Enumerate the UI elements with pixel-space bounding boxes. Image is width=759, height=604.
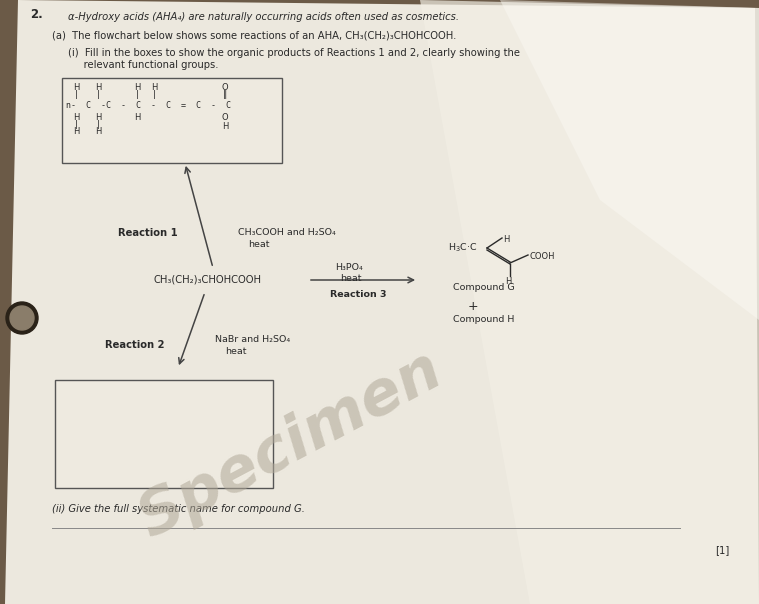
Text: Specimen: Specimen [128,340,452,550]
Text: |: | [96,120,99,129]
Text: heat: heat [225,347,247,356]
Text: |: | [136,90,138,99]
Text: H: H [73,113,79,122]
Text: H: H [95,113,101,122]
Text: O: O [222,113,228,122]
Text: CH₃COOH and H₂SO₄: CH₃COOH and H₂SO₄ [238,228,335,237]
Text: H: H [73,83,79,92]
Text: H: H [505,277,512,286]
Text: [1]: [1] [715,545,729,555]
Text: Reaction 2: Reaction 2 [105,340,165,350]
Text: H: H [134,83,140,92]
Circle shape [6,302,38,334]
Text: +: + [468,300,479,313]
Text: |: | [74,120,77,129]
Text: NaBr and H₂SO₄: NaBr and H₂SO₄ [215,335,290,344]
Text: H: H [73,127,79,136]
Text: 2.: 2. [30,8,43,21]
Text: H$_3$C·C: H$_3$C·C [448,242,477,254]
Text: |: | [96,90,99,99]
Text: heat: heat [340,274,361,283]
Text: COOH: COOH [529,252,555,261]
Text: H: H [95,83,101,92]
Text: (i)  Fill in the boxes to show the organic products of Reactions 1 and 2, clearl: (i) Fill in the boxes to show the organi… [68,48,520,58]
Text: relevant functional groups.: relevant functional groups. [68,60,219,70]
Text: O: O [222,83,228,92]
Polygon shape [5,0,759,604]
Bar [62,78,282,163]
Text: (a)  The flowchart below shows some reactions of an AHA, CH₃(CH₂)₃CHOHCOOH.: (a) The flowchart below shows some react… [52,30,456,40]
Text: Reaction 1: Reaction 1 [118,228,178,238]
Text: H₃PO₄: H₃PO₄ [335,263,363,272]
Polygon shape [420,0,759,604]
Text: Compound H: Compound H [453,315,515,324]
Text: |: | [74,90,77,99]
Bar [55,380,273,488]
Text: H: H [503,235,509,244]
Text: heat: heat [248,240,269,249]
Text: H: H [134,113,140,122]
Text: n-  C  -C  -  C  -  C  =  C  -  C: n- C -C - C - C = C - C [66,101,231,110]
Polygon shape [500,0,759,320]
Text: H: H [95,127,101,136]
Circle shape [10,306,34,330]
Text: H: H [151,83,157,92]
Text: |: | [153,90,156,99]
Text: CH₃(CH₂)₃CHOHCOOH: CH₃(CH₂)₃CHOHCOOH [154,275,262,285]
Text: ‖: ‖ [223,90,227,99]
Text: Compound G: Compound G [453,283,515,292]
Text: H: H [222,122,228,131]
Text: α-Hydroxy acids (AHA₄) are naturally occurring acids often used as cosmetics.: α-Hydroxy acids (AHA₄) are naturally occ… [68,12,459,22]
Text: (ii) Give the full systematic name for compound G.: (ii) Give the full systematic name for c… [52,504,305,514]
Text: Reaction 3: Reaction 3 [330,290,386,299]
